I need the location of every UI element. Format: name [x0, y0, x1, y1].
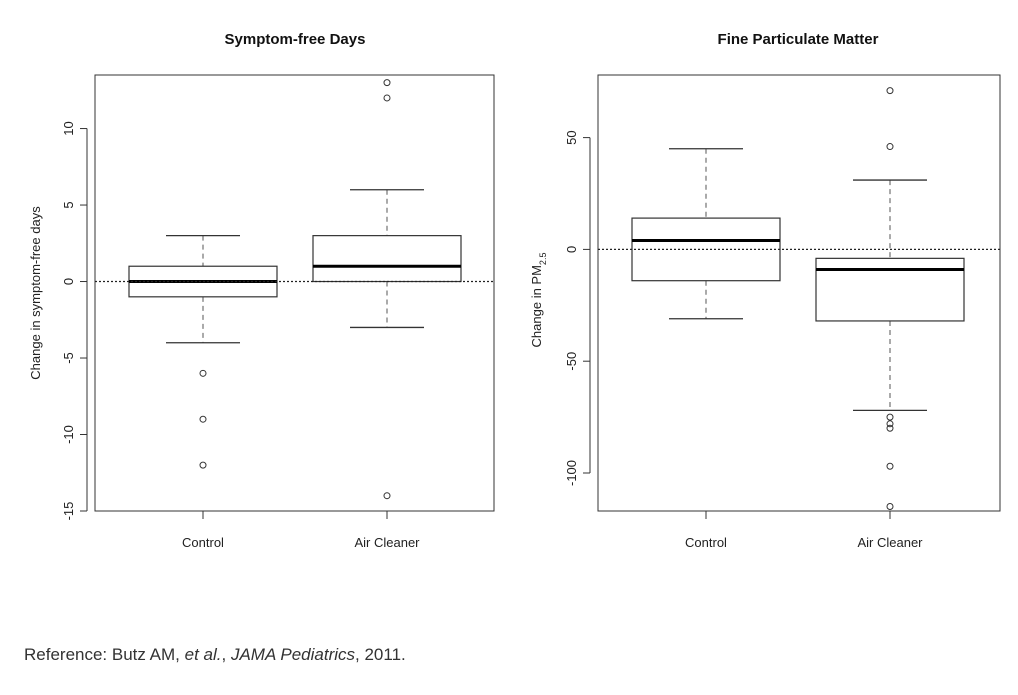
chart2-outlier-point: [886, 462, 894, 470]
chart1-y-label: Change in symptom-free days: [28, 206, 43, 380]
chart1-outlier-point: [199, 369, 207, 377]
chart1-plot-frame: [94, 74, 495, 512]
chart1-outlier-point: [383, 79, 391, 87]
reference-comma: ,: [221, 645, 231, 664]
chart2-y-tick-label: 50: [564, 130, 579, 144]
chart2-plot-frame: [597, 74, 1001, 512]
chart2-box: [815, 257, 965, 322]
chart2-title: Fine Particulate Matter: [718, 31, 879, 48]
chart2-x-tick-label: Air Cleaner: [857, 535, 923, 550]
chart2-outlier-point: [886, 413, 894, 421]
chart1-x-tick-label: Control: [182, 535, 224, 550]
chart1-x-tick-label: Air Cleaner: [354, 535, 420, 550]
chart1-box: [312, 235, 462, 283]
reference-journal: JAMA Pediatrics: [230, 645, 356, 664]
chart1-outlier-point: [199, 461, 207, 469]
chart1-y-tick-label: -10: [61, 425, 76, 444]
chart1-y-tick-label: 5: [61, 201, 76, 208]
chart2-outlier-point: [886, 424, 894, 432]
chart1-y-tick-label: -15: [61, 502, 76, 521]
chart1-title: Symptom-free Days: [225, 31, 366, 48]
reference-prefix: Reference: Butz AM,: [24, 645, 185, 664]
chart2-y-label: Change in PM2.5: [529, 253, 548, 348]
chart2-outlier-point: [886, 87, 894, 95]
chart2-y-tick-label: -50: [564, 352, 579, 371]
reference-citation: Reference: Butz AM, et al., JAMA Pediatr…: [24, 645, 406, 665]
chart2-outlier-point: [886, 503, 894, 511]
chart1-outlier-point: [383, 492, 391, 500]
reference-suffix: , 2011.: [355, 645, 406, 664]
reference-etal: et al.: [184, 645, 222, 664]
chart2-x-tick-label: Control: [685, 535, 727, 550]
chart1-outlier-point: [199, 415, 207, 423]
chart2-outlier-point: [886, 143, 894, 151]
chart1-y-tick-label: -5: [61, 352, 76, 364]
chart2-y-tick-label: -100: [564, 460, 579, 486]
chart2-outlier-point: [886, 420, 894, 428]
chart1-outlier-point: [383, 94, 391, 102]
chart1-y-tick-label: 0: [61, 278, 76, 285]
chart1-y-tick-label: 10: [61, 121, 76, 135]
chart2-y-tick-label: 0: [564, 246, 579, 253]
